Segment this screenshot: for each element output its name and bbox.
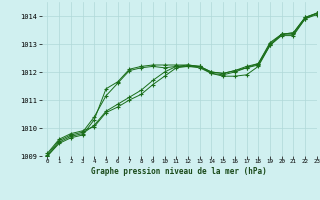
- X-axis label: Graphe pression niveau de la mer (hPa): Graphe pression niveau de la mer (hPa): [91, 167, 267, 176]
